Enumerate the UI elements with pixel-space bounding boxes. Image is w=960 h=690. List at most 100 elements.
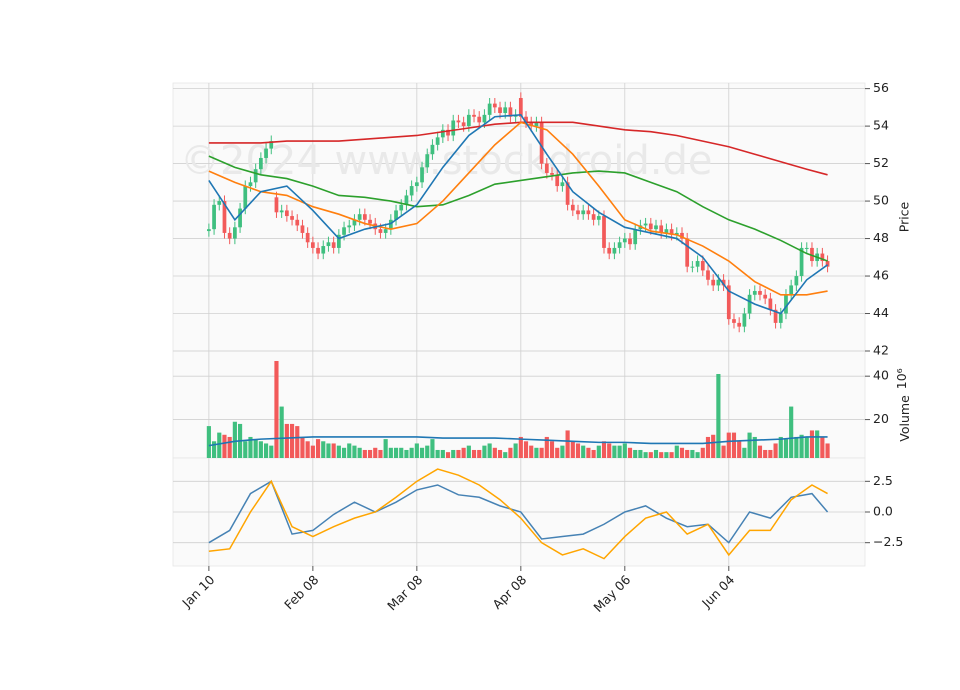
line xyxy=(208,121,828,296)
volume-bar xyxy=(414,443,419,458)
candle-body xyxy=(248,182,253,187)
candle-body xyxy=(388,219,393,230)
volume-bar xyxy=(539,447,544,458)
candle-body xyxy=(810,247,814,262)
volume-bar xyxy=(305,441,310,458)
candle-body xyxy=(529,122,534,127)
candle-body xyxy=(487,103,492,115)
volume-bar xyxy=(757,445,763,458)
volume-bar xyxy=(419,447,425,458)
candle-body xyxy=(451,120,456,136)
volume-bar xyxy=(669,452,674,458)
volume-bar xyxy=(742,447,747,458)
candle-body xyxy=(274,197,279,213)
volume-bar xyxy=(773,443,778,458)
volume-bar xyxy=(648,452,653,458)
candle-body xyxy=(326,242,331,247)
volume-bar xyxy=(544,436,549,458)
candle-body xyxy=(570,204,575,211)
volume-bar xyxy=(622,443,627,458)
volume-bar xyxy=(279,406,284,458)
volume-bar xyxy=(274,360,279,458)
candle-body xyxy=(773,309,778,323)
volume-bar xyxy=(248,436,253,458)
candle-body xyxy=(752,291,757,295)
volume-bar xyxy=(341,447,347,458)
candle-body xyxy=(695,261,700,267)
candle-body xyxy=(664,229,669,233)
volume-bar xyxy=(289,423,295,458)
candle-body xyxy=(607,247,612,254)
candle-body xyxy=(435,137,440,145)
volume-bar xyxy=(258,441,263,458)
y-tick-label: 46 xyxy=(873,268,889,283)
volume-bar xyxy=(690,449,695,458)
candle-body xyxy=(602,216,606,248)
volume-bar xyxy=(731,432,737,458)
candle-body xyxy=(482,114,487,123)
candle-body xyxy=(820,253,825,262)
volume-bar xyxy=(570,441,575,458)
volume-bar xyxy=(752,436,757,458)
candle-body xyxy=(555,174,560,187)
volume-bar xyxy=(794,436,799,458)
volume-bar xyxy=(232,421,237,458)
candle-body xyxy=(508,107,513,117)
candle-body xyxy=(659,225,664,233)
candle-body xyxy=(799,247,804,277)
volume-bar xyxy=(367,449,373,458)
volume-bar xyxy=(503,452,508,458)
candle-body xyxy=(446,129,450,136)
volume-bar xyxy=(466,445,471,458)
candle-body xyxy=(789,285,794,295)
candle-body xyxy=(357,214,362,220)
volume-bar xyxy=(607,443,612,458)
volume-bar xyxy=(581,445,586,458)
candle-body xyxy=(622,238,627,243)
volume-bar xyxy=(721,445,726,458)
volume-bar xyxy=(430,439,435,458)
volume-bar xyxy=(612,445,617,458)
candle-body xyxy=(648,223,653,230)
candle-body xyxy=(747,294,752,314)
volume-bar xyxy=(529,445,534,458)
volume-bar xyxy=(445,452,451,458)
x-tick-label: Jun 04 xyxy=(698,572,737,611)
volume-bar xyxy=(461,447,466,458)
volume-bar xyxy=(815,430,820,458)
x-tick-label: May 06 xyxy=(590,572,633,615)
y-tick-label: 50 xyxy=(873,193,889,208)
volume-bar xyxy=(575,443,581,458)
volume-bar xyxy=(331,443,336,458)
candle-body xyxy=(524,116,528,123)
volume-bar xyxy=(425,445,430,458)
volume-bar xyxy=(409,447,414,458)
volume-bar xyxy=(591,449,596,458)
volume-bar xyxy=(789,406,794,458)
volume-bar xyxy=(508,447,513,458)
candle-body xyxy=(336,234,341,248)
candle-body xyxy=(409,186,414,196)
volume-bar xyxy=(404,449,409,458)
candle-body xyxy=(232,227,237,239)
candle-body xyxy=(290,216,294,220)
candle-body xyxy=(768,298,773,310)
candle-body xyxy=(550,172,554,175)
candle-body xyxy=(253,169,258,183)
candle-body xyxy=(217,201,222,205)
candle-body xyxy=(394,210,398,220)
volume-bar xyxy=(357,447,362,458)
volume-bar xyxy=(555,447,560,458)
line xyxy=(208,468,828,560)
candle-body xyxy=(784,294,788,314)
volume-bar xyxy=(217,432,222,458)
volume-bar xyxy=(321,441,326,458)
candle-body xyxy=(732,319,736,323)
volume-bar xyxy=(284,423,289,458)
volume-bar xyxy=(809,430,815,458)
volume-bar xyxy=(362,449,367,458)
candle-body xyxy=(207,229,211,232)
candle-body xyxy=(565,182,570,205)
volume-bar xyxy=(534,447,539,458)
